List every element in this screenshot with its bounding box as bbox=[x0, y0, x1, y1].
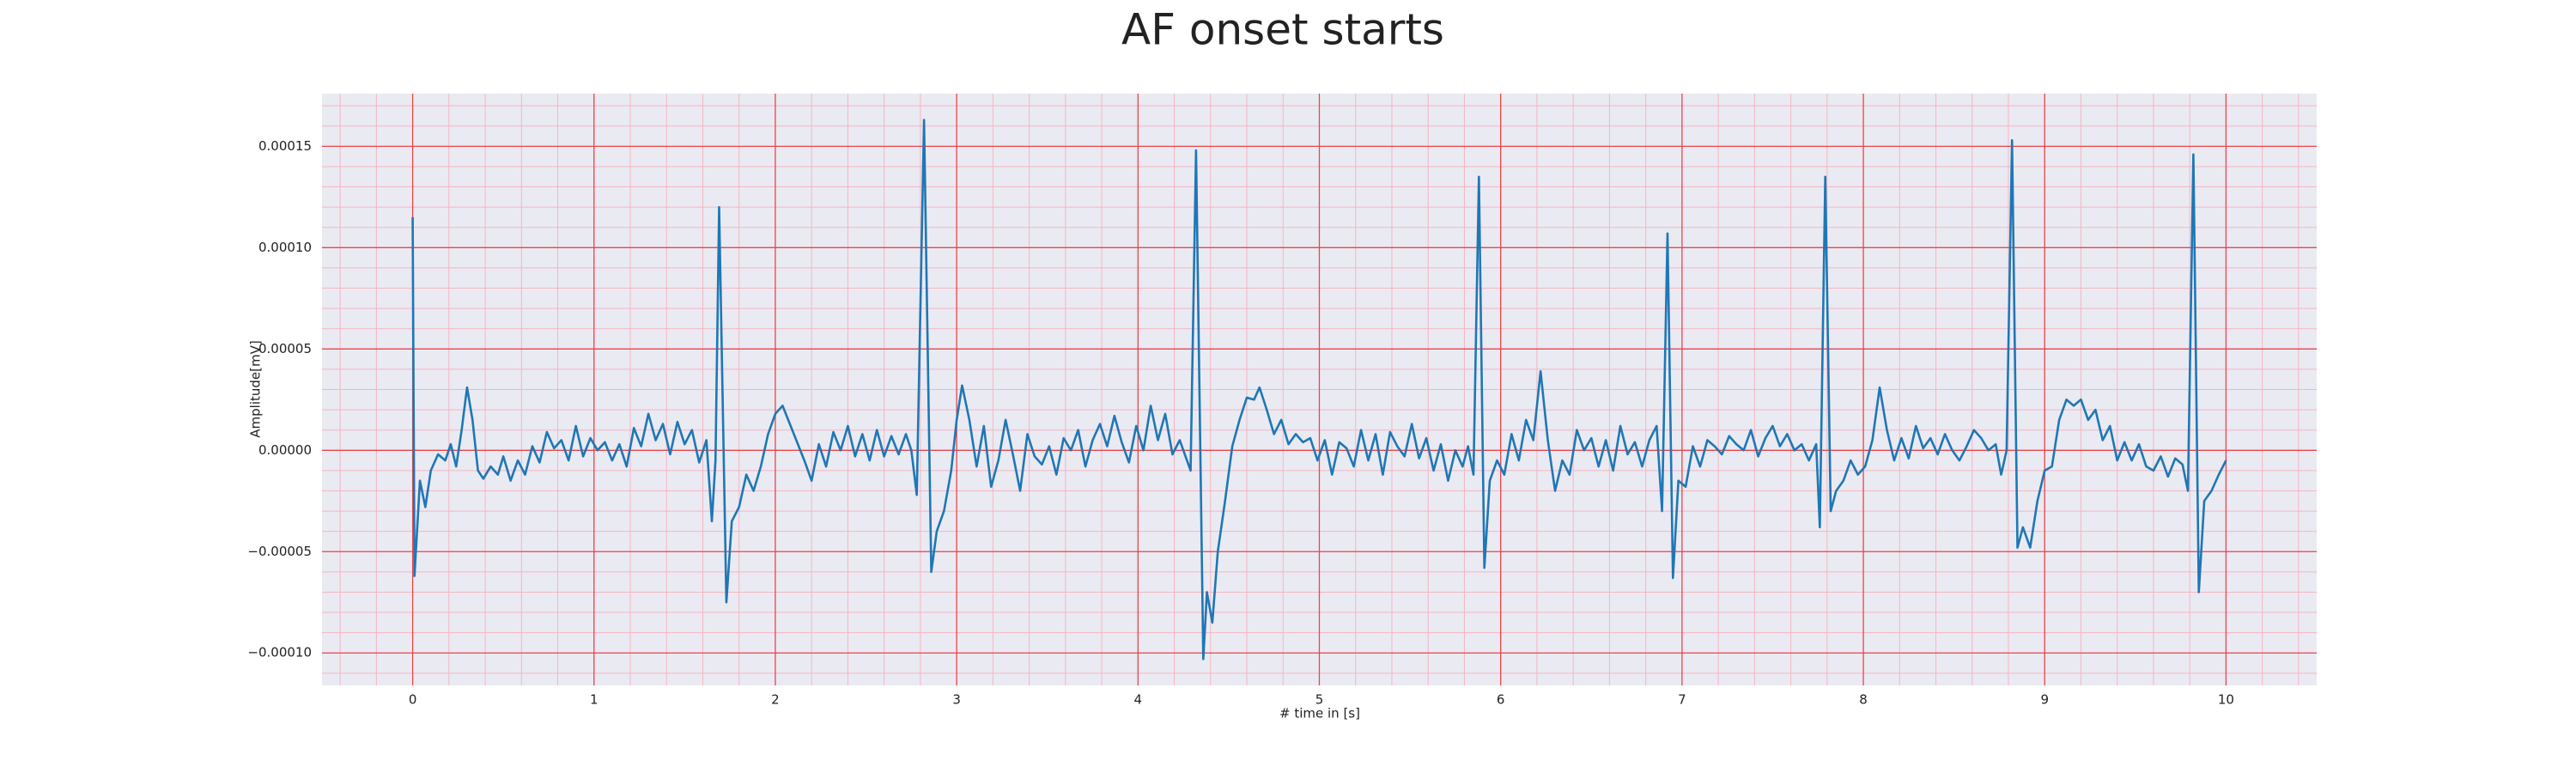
x-tick-label: 2 bbox=[771, 692, 780, 708]
y-tick-label: 0.00005 bbox=[258, 341, 312, 356]
x-tick-label: 9 bbox=[2040, 692, 2049, 708]
y-tick-label: 0.00010 bbox=[258, 240, 312, 255]
y-tick-label: −0.00010 bbox=[247, 645, 312, 660]
x-tick-label: 7 bbox=[1678, 692, 1686, 708]
y-tick-label: 0.00015 bbox=[258, 138, 312, 154]
chart-title: AF onset starts bbox=[1121, 5, 1444, 55]
x-tick-label: 6 bbox=[1497, 692, 1505, 708]
x-tick-label: 8 bbox=[1859, 692, 1868, 708]
x-tick-label: 3 bbox=[952, 692, 961, 708]
x-tick-label: 5 bbox=[1315, 692, 1324, 708]
x-tick-label: 10 bbox=[2218, 692, 2234, 708]
x-axis-label: # time in [s] bbox=[1279, 706, 1360, 721]
signal-line bbox=[411, 119, 2227, 660]
y-axis-label: Amplitude[mV] bbox=[248, 340, 264, 437]
x-tick-label: 0 bbox=[409, 692, 417, 708]
x-tick-label: 4 bbox=[1134, 692, 1143, 708]
y-tick-label: −0.00005 bbox=[247, 544, 312, 559]
y-tick-label: 0.00000 bbox=[258, 442, 312, 458]
x-tick-label: 1 bbox=[590, 692, 598, 708]
